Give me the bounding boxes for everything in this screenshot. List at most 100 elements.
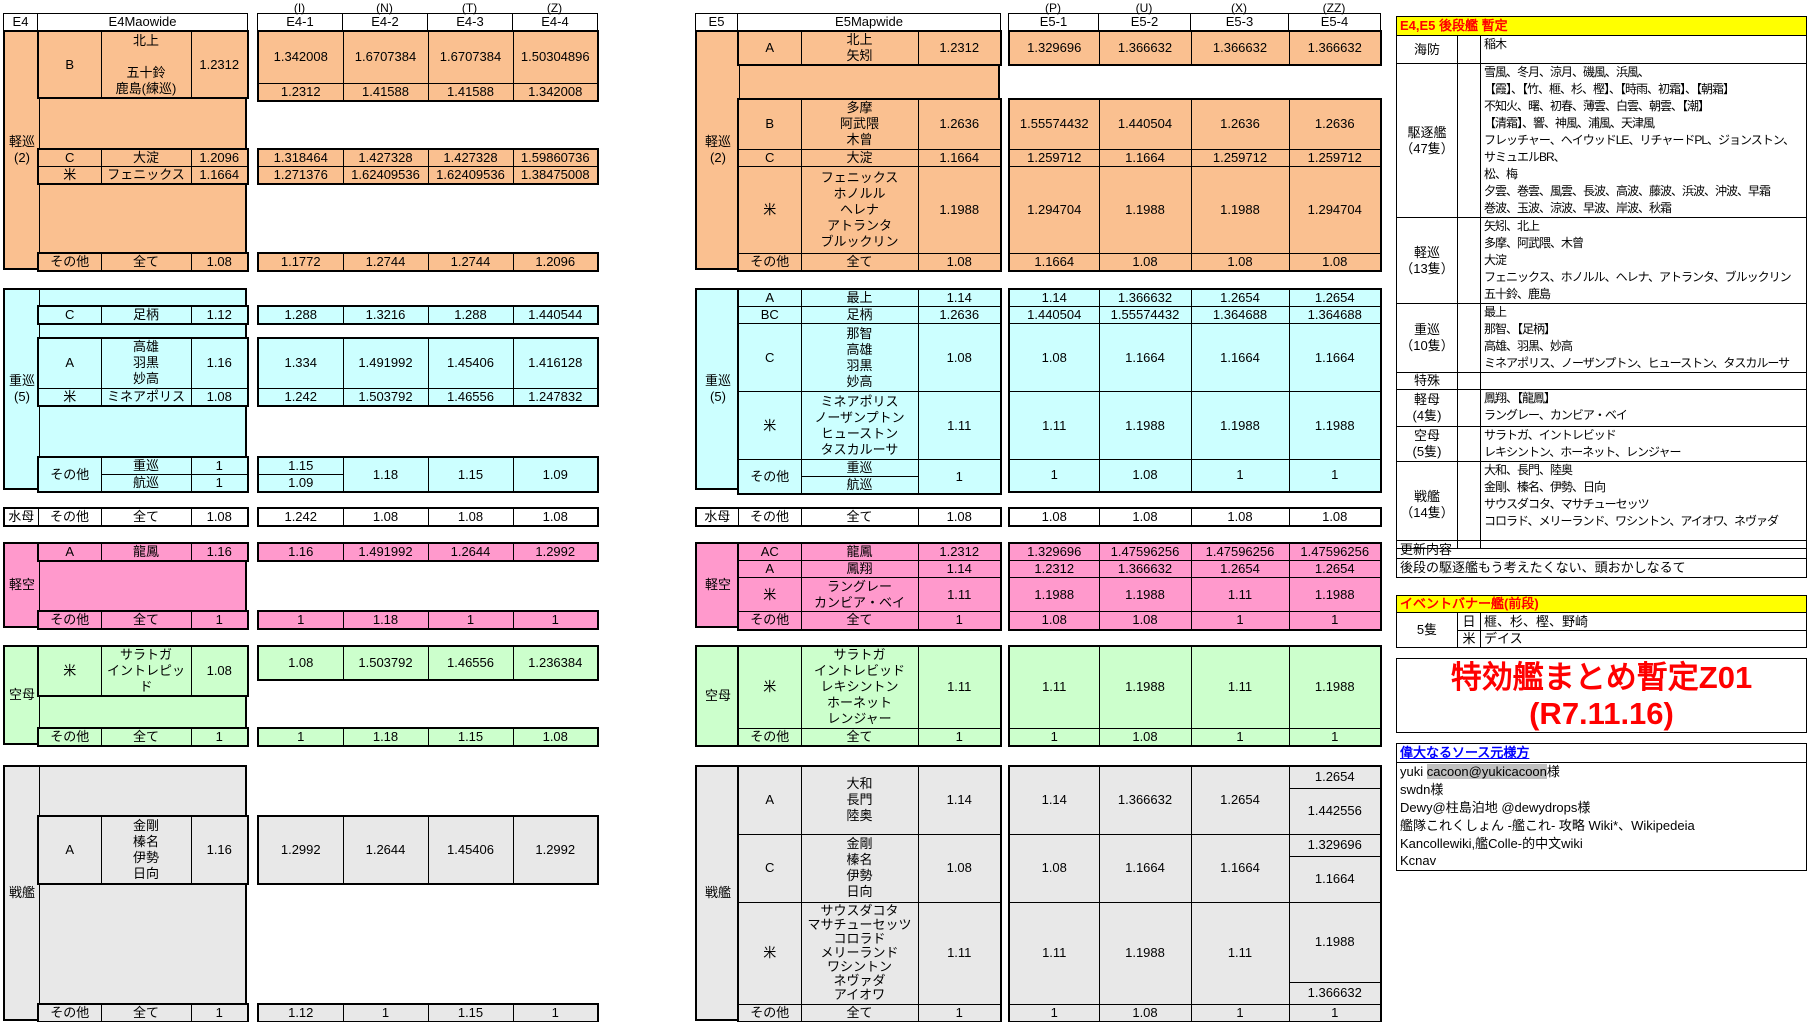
e5-cl-rest-vals-cell[interactable]: 1.294704 [1288, 165, 1382, 254]
e5-stage-header-cell[interactable]: E5-1 [1008, 13, 1099, 31]
e4-bb-other-vals-cell[interactable]: 1.12 [257, 1003, 344, 1022]
panel-banner-title-cell[interactable]: イベントバナー艦(前段) [1396, 595, 1807, 613]
e4-seaplane-left-cell[interactable]: 全て [100, 507, 192, 527]
e4-bb-groupA-left-cell[interactable]: 金剛 榛名 伊勢 日向 [100, 815, 192, 885]
e5-ca-left-cell[interactable]: その他 [737, 459, 802, 495]
e5-cl-rest-left-cell[interactable]: B [737, 98, 802, 150]
panel-source-cell[interactable]: Kancollewiki,艦Colle-的中文wiki [1396, 834, 1807, 853]
e5-ca-vals-cell[interactable]: 1 [1008, 459, 1100, 492]
panel-ship-list-cell[interactable]: 軽巡 （13隻） [1396, 217, 1458, 304]
e5-ca-left-cell[interactable]: 最上 [800, 288, 919, 307]
e5-ca-vals-cell[interactable]: 1.2654 [1190, 288, 1290, 307]
e5-cvl-left-cell[interactable]: 龍鳳 [800, 542, 919, 561]
e4-cv-other-left-cell[interactable]: 1 [190, 727, 249, 747]
e4-bb-other-left-cell[interactable]: 全て [100, 1003, 192, 1022]
e4-ca-groupAM-left-cell[interactable]: 米 [37, 387, 102, 406]
panel-banner-cell[interactable]: 5隻 [1396, 612, 1458, 648]
e4-cl-other-left-cell[interactable]: 全て [100, 252, 192, 272]
e5-cl-rest-vals-cell[interactable]: 1.08 [1190, 252, 1290, 272]
e5-bb-left-cell[interactable]: 1 [917, 1003, 1002, 1022]
e5-cv-left-cell[interactable]: 1 [917, 727, 1002, 747]
e4-cvl-groupA-vals-cell[interactable]: 1.491992 [342, 542, 429, 562]
e4-bb-groupA-left-cell[interactable]: 1.16 [190, 815, 249, 885]
e5-cv-left-cell[interactable]: サラトガ イントレビッド レキシントン ホーネット レンジャー [800, 645, 919, 729]
e5-cv-left-cell[interactable]: 1.11 [917, 645, 1002, 729]
e4-ca-groupAM-left-cell[interactable]: A [37, 337, 102, 389]
panel-source-cell[interactable]: yuki cacoon@yukicacoon様 [1396, 762, 1807, 781]
e4-cl-groupCM-vals-cell[interactable]: 1.62409536 [427, 166, 514, 185]
e5-bb-vals-cell[interactable]: 1 [1190, 1003, 1290, 1022]
e4-carrier-block-label[interactable]: 空母 [5, 647, 40, 743]
e4-cv-other-vals-cell[interactable]: 1.15 [427, 727, 514, 747]
e5-heavy-cruiser-block-label[interactable]: 重巡 (5) [697, 290, 740, 488]
e4-cl-groupB-vals-cell[interactable]: 1.6707384 [342, 30, 429, 84]
panel-banner-cell[interactable]: デイス [1480, 630, 1807, 648]
panel-ship-list-cell[interactable]: 軽母 (4隻) [1396, 389, 1458, 427]
e4-cv-groupUS-left-cell[interactable]: サラトガ イントレピッド [100, 645, 192, 697]
e5-ca-vals-cell[interactable]: 1.08 [1008, 323, 1100, 392]
e5-bb-vals-cell[interactable]: 1 [1288, 1003, 1382, 1022]
e4-ca-other-vals-cell[interactable]: 1.09 [512, 456, 599, 493]
panel-source-cell[interactable]: swdn様 [1396, 780, 1807, 799]
e4-cl-groupB-left-cell[interactable]: B [37, 30, 102, 99]
e4-cl-groupCM-left-cell[interactable]: 米 [37, 166, 102, 185]
e5-seaplane-vals-cell[interactable]: 1.08 [1190, 507, 1290, 527]
e5-ca-left-cell[interactable]: C [737, 323, 802, 392]
e5-ca-vals-cell[interactable]: 1.1988 [1190, 391, 1290, 460]
e4-ca-other-left-cell[interactable]: その他 [37, 456, 102, 493]
e5-cvl-vals-cell[interactable]: 1.47596256 [1098, 542, 1192, 561]
e4-bb-groupA-vals-cell[interactable]: 1.2992 [512, 815, 599, 885]
e5-ca-vals-cell[interactable]: 1 [1288, 459, 1382, 492]
e5-bb-left-cell[interactable]: A [737, 765, 802, 835]
e4-ca-other-left-cell[interactable]: 航巡 [100, 474, 192, 493]
e5-cv-vals-cell[interactable]: 1.1988 [1288, 645, 1382, 729]
panel-ship-list-cell[interactable]: 駆逐艦 （47隻） [1396, 63, 1458, 218]
e5-bb-vals-cell[interactable]: 1.329696 [1288, 833, 1382, 857]
e4-ca-groupAM-vals-cell[interactable]: 1.46556 [427, 387, 514, 406]
e4-heavy-cruiser-block-label[interactable]: 重巡 (5) [5, 290, 40, 488]
panel-source-cell[interactable]: Dewy@柱島泊地 @dewydrops様 [1396, 798, 1807, 817]
e4-seaplane-left-cell[interactable]: 水母 [3, 507, 39, 527]
e5-ca-vals-cell[interactable]: 1.55574432 [1098, 306, 1192, 324]
e5-light-cruiser-block-label[interactable]: 軽巡 (2) [697, 32, 740, 268]
e5-bb-left-cell[interactable]: 大和 長門 陸奥 [800, 765, 919, 835]
e4-bb-groupA-vals-cell[interactable]: 1.2992 [257, 815, 344, 885]
panel-ship-list-cell[interactable] [1457, 461, 1481, 549]
e5-cvl-left-cell[interactable]: ラングレー カンビア・ベイ [800, 577, 919, 612]
e4-cl-other-left-cell[interactable]: その他 [37, 252, 102, 272]
e5-cvl-vals-cell[interactable]: 1.329696 [1008, 542, 1100, 561]
e5-cl-groupA-left-cell[interactable]: A [737, 30, 802, 66]
e4-cvl-groupA-vals-cell[interactable]: 1.2992 [512, 542, 599, 562]
e5-cl-rest-vals-cell[interactable]: 1.1988 [1190, 165, 1290, 254]
e5-cvl-left-cell[interactable]: 鳳翔 [800, 560, 919, 578]
e4-cv-groupUS-vals-cell[interactable]: 1.08 [257, 645, 344, 681]
e5-ca-left-cell[interactable]: 1.2636 [917, 306, 1002, 324]
e5-bb-vals-cell[interactable]: 1.14 [1008, 765, 1100, 835]
e4-map-header-cell[interactable]: E4Maowide [36, 13, 249, 31]
e4-cv-groupUS-vals-cell[interactable]: 1.503792 [342, 645, 429, 681]
e4-map-header-cell[interactable]: E4 [3, 13, 38, 31]
e5-seaplane-left-cell[interactable]: 水母 [695, 507, 739, 527]
e4-seaplane-vals-cell[interactable]: 1.08 [427, 507, 514, 527]
e4-ca-groupAM-left-cell[interactable]: 1.16 [190, 337, 249, 389]
e4-ca-groupAM-vals-cell[interactable]: 1.45406 [427, 337, 514, 389]
e4-cl-groupCM-vals-cell[interactable]: 1.271376 [257, 166, 344, 185]
e5-cvl-left-cell[interactable]: 1.2312 [917, 542, 1002, 561]
panel-ship-list-cell[interactable] [1457, 303, 1481, 373]
e5-cl-rest-vals-cell[interactable]: 1.08 [1098, 252, 1192, 272]
e5-cv-vals-cell[interactable]: 1.11 [1190, 645, 1290, 729]
panel-ship-list-cell[interactable] [1457, 217, 1481, 304]
e5-cvl-left-cell[interactable]: 全て [800, 611, 919, 630]
e4-cl-groupB-vals-cell[interactable]: 1.50304896 [512, 30, 599, 84]
e4-ca-groupAM-left-cell[interactable]: 1.08 [190, 387, 249, 406]
e5-bb-left-cell[interactable]: 米 [737, 901, 802, 1005]
panel-ship-list-cell[interactable]: 戦艦 （14隻） [1396, 461, 1458, 549]
e5-cvl-left-cell[interactable]: その他 [737, 611, 802, 630]
e5-cl-rest-left-cell[interactable]: 全て [800, 252, 919, 272]
e4-col-letters-cell[interactable]: (T) [461, 1, 478, 15]
e4-ca-other-vals-cell[interactable]: 1.18 [342, 456, 429, 493]
panel-ship-list-cell[interactable]: サラトガ、イントレビッド レキシントン、ホーネット、レンジャー [1480, 426, 1807, 462]
e4-cvl-other-left-cell[interactable]: 1 [190, 610, 249, 630]
e5-cl-rest-vals-cell[interactable]: 1.259712 [1008, 148, 1100, 167]
e5-stage-header-cell[interactable]: E5-2 [1098, 13, 1191, 31]
